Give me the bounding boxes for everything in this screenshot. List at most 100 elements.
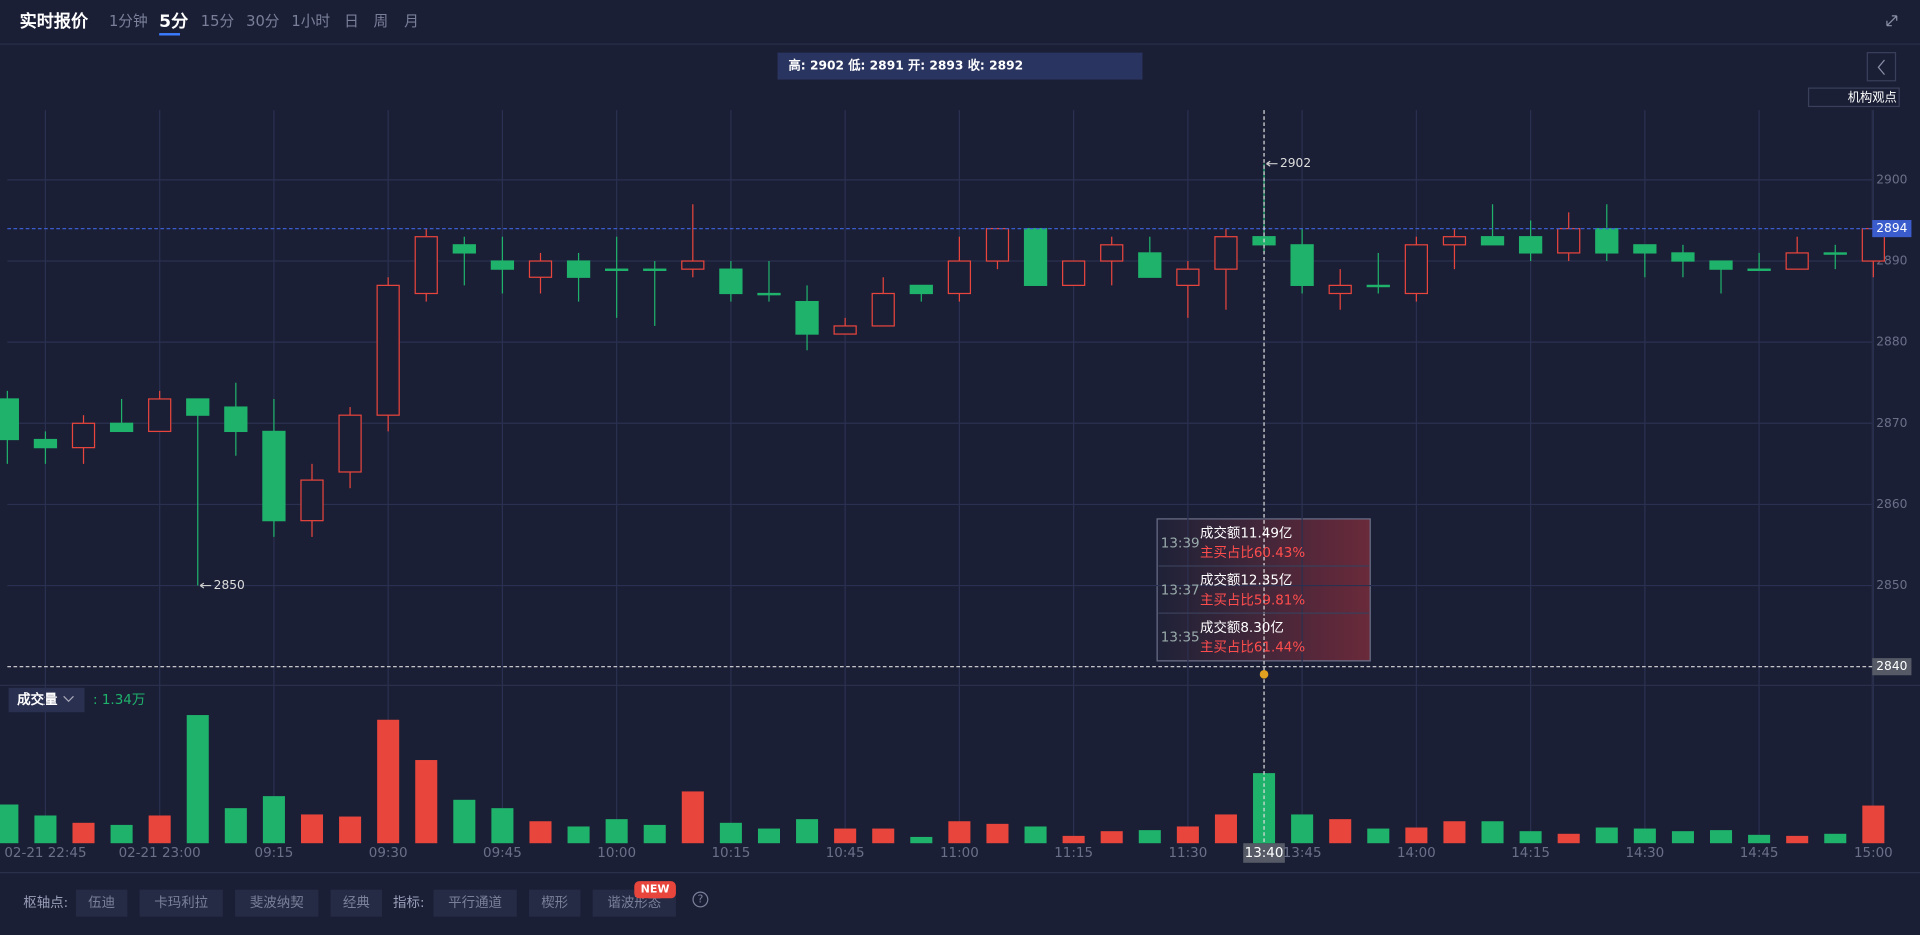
volume-bar: [148, 815, 171, 844]
tab[interactable]: 周: [373, 13, 388, 30]
volume-bar: [415, 760, 438, 844]
toolbar-button-label[interactable]: 卡玛利拉: [154, 895, 208, 911]
tab[interactable]: 1小时: [291, 13, 330, 30]
toolbar-button[interactable]: [433, 889, 517, 917]
candle-body: [338, 414, 362, 473]
help-icon[interactable]: [692, 891, 709, 908]
volume-bar: [491, 808, 514, 844]
crosshair-x-box: [1243, 843, 1285, 863]
x-tick-label: 09:15: [255, 846, 294, 861]
candle-body: [1176, 268, 1200, 286]
x-tick-label: 02-21 22:45: [4, 846, 86, 861]
candle-body: [947, 260, 972, 295]
candle-body: [376, 284, 400, 416]
volume-value: : 1.34万: [93, 693, 145, 708]
volume-bar: [1291, 814, 1314, 844]
marker-label: 2902: [1280, 156, 1311, 170]
volume-bar: [1176, 826, 1199, 844]
x-tick-label: 14:30: [1625, 846, 1664, 861]
volume-bar: [1671, 831, 1694, 844]
volume-bar: [1329, 819, 1352, 844]
volume-bar: [453, 799, 476, 844]
candle-body: [833, 325, 857, 335]
tooltip-time: 13:35: [1161, 631, 1200, 646]
candle-body: [1100, 244, 1124, 262]
toolbar-button[interactable]: [528, 889, 581, 917]
candle-body: [71, 422, 96, 449]
crosshair-y-label: 2840: [1876, 659, 1907, 673]
candle-body: [1557, 227, 1581, 254]
candle-body: [224, 406, 248, 433]
volume-bar: [339, 816, 362, 844]
candle-body: [1442, 236, 1467, 246]
volume-bar: [110, 824, 133, 844]
volume-bar: [681, 791, 704, 844]
x-tick-label: 15:00: [1854, 846, 1893, 861]
tab[interactable]: 30分: [246, 13, 280, 30]
crosshair-x-label: 13:40: [1245, 846, 1284, 861]
candle-body: [1328, 284, 1352, 295]
volume-bar: [300, 814, 324, 844]
candle-body: [1061, 260, 1086, 286]
volume-bar: [1786, 835, 1809, 844]
toolbar-button[interactable]: [330, 889, 383, 917]
volume-bar: [719, 822, 742, 844]
help-label[interactable]: ?: [697, 893, 703, 906]
toolbar-button-label[interactable]: 谐波形态: [607, 895, 661, 911]
volume-bar: [1062, 835, 1085, 844]
volume-bar: [1710, 830, 1733, 844]
volume-bar: [1481, 821, 1504, 844]
tooltip-amount: 成交额12.35亿: [1200, 572, 1292, 589]
x-tick-label: 14:15: [1511, 846, 1550, 861]
volume-bar: [0, 804, 19, 844]
toolbar-button[interactable]: [139, 889, 223, 917]
marker-arrow: [1266, 160, 1278, 167]
volume-dropdown[interactable]: [8, 687, 85, 713]
tab[interactable]: 5分: [159, 12, 188, 32]
candle-body: [186, 398, 210, 416]
volume-bar: [1138, 830, 1161, 844]
toolbar-button-label[interactable]: 伍迪: [88, 895, 115, 911]
new-badge-label: NEW: [641, 883, 670, 896]
candle-body: [1709, 260, 1733, 270]
candle-body: [985, 227, 1010, 262]
volume-bar: [1595, 827, 1618, 844]
candle-body: [33, 438, 58, 449]
minimize-icon[interactable]: [1886, 15, 1898, 27]
y-tick-label: 2880: [1876, 335, 1907, 349]
volume-bar: [796, 819, 819, 844]
tab[interactable]: 1分钟: [109, 13, 148, 30]
candle-body: [1633, 244, 1657, 254]
toolbar-button-label[interactable]: 经典: [343, 895, 370, 911]
x-tick-label: 11:00: [940, 846, 979, 861]
toolbar-button[interactable]: [75, 889, 128, 917]
side-button-label[interactable]: 机构观点: [1848, 89, 1897, 104]
tab[interactable]: 日: [344, 13, 359, 30]
tab[interactable]: 月: [404, 13, 419, 30]
collapse-button[interactable]: [1866, 52, 1897, 82]
toolbar-button[interactable]: [235, 889, 319, 917]
candle-body: [681, 260, 705, 270]
candle-body: [1214, 236, 1238, 270]
new-badge: [634, 881, 676, 899]
toolbar-button-label[interactable]: 斐波纳契: [250, 895, 304, 911]
tab[interactable]: 15分: [201, 13, 235, 30]
volume-bar: [1862, 805, 1885, 844]
volume-bar: [1824, 833, 1847, 844]
volume-bar: [186, 715, 209, 844]
candle-body: [566, 260, 591, 278]
tooltip-time: 13:37: [1161, 583, 1200, 598]
toolbar-button-label[interactable]: 平行通道: [448, 895, 502, 911]
side-button[interactable]: [1807, 87, 1900, 108]
toolbar-button-label[interactable]: 楔形: [541, 895, 568, 911]
candle-body: [262, 430, 286, 522]
tooltip-ratio: 主买占比59.81%: [1200, 592, 1305, 608]
volume-label[interactable]: 成交量: [17, 691, 58, 708]
volume-bar: [910, 836, 933, 844]
candle-body: [1023, 227, 1048, 286]
tooltip-amount: 成交额8.30亿: [1200, 619, 1284, 636]
crosshair-dot: [1259, 670, 1269, 679]
tooltip-ratio: 主买占比60.43%: [1200, 545, 1305, 561]
marker-label: 2850: [214, 578, 245, 592]
x-tick-label: 09:45: [483, 846, 522, 861]
